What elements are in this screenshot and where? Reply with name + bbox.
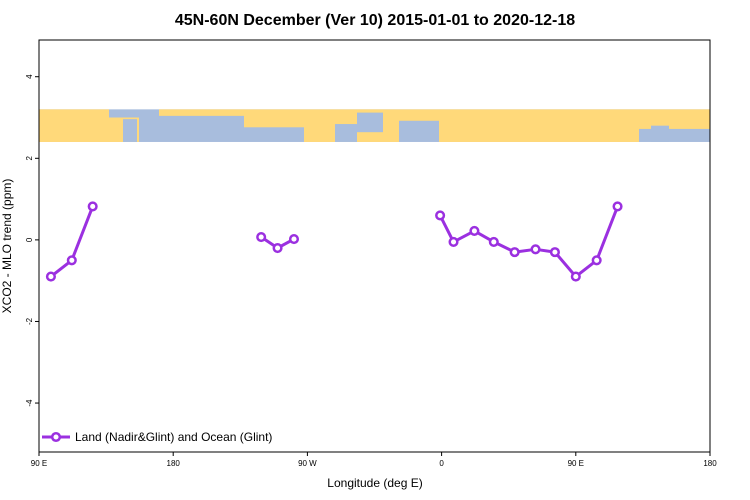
data-point xyxy=(45,271,56,282)
y-tick-label: 0 xyxy=(25,237,34,242)
data-point xyxy=(612,201,623,212)
data-point xyxy=(448,236,459,247)
x-tick-label: 0 xyxy=(439,459,444,468)
data-point xyxy=(435,210,446,221)
x-axis-label: Longitude (deg E) xyxy=(327,476,422,490)
map-land xyxy=(39,109,109,142)
y-tick-label: 2 xyxy=(25,156,34,161)
plot-border xyxy=(38,39,711,453)
data-point xyxy=(509,247,520,258)
map-ocean xyxy=(651,125,669,142)
map-land xyxy=(159,109,244,116)
data-point xyxy=(87,201,98,212)
map-ocean xyxy=(357,112,383,133)
data-point xyxy=(549,247,560,258)
legend-label: Land (Nadir&Glint) and Ocean (Glint) xyxy=(75,430,272,444)
map-land xyxy=(639,109,710,129)
x-tick-label: 90 W xyxy=(298,459,317,468)
map-land xyxy=(399,109,439,121)
series-lines xyxy=(49,205,619,279)
data-point xyxy=(256,231,267,243)
data-point xyxy=(469,225,480,236)
chart-title: 45N-60N December (Ver 10) 2015-01-01 to … xyxy=(175,12,575,29)
y-tick-label: 4 xyxy=(25,74,34,79)
plot-frame xyxy=(38,39,711,453)
y-tick-label: -2 xyxy=(25,317,34,325)
map-ocean xyxy=(335,124,357,142)
map-band xyxy=(39,109,710,142)
legend-marker xyxy=(50,431,62,443)
x-tick-label: 90 E xyxy=(568,459,584,468)
x-axis: 90 E 180 90 W 0 90 E 180 xyxy=(31,452,717,468)
map-ocean xyxy=(123,119,137,142)
series-points xyxy=(45,201,623,282)
data-point xyxy=(66,255,77,266)
data-point xyxy=(488,236,499,247)
map-land xyxy=(439,109,639,142)
legend: Land (Nadir&Glint) and Ocean (Glint) xyxy=(42,430,272,444)
y-tick-label: -4 xyxy=(25,399,34,407)
data-point xyxy=(272,242,283,254)
series-line xyxy=(438,205,619,279)
x-tick-label: 90 E xyxy=(31,459,47,468)
y-axis-label: XCO2 - MLO trend (ppm) xyxy=(0,179,14,314)
y-axis: -4 -2 0 2 4 xyxy=(25,74,39,407)
data-point xyxy=(591,255,602,266)
x-tick-label: 180 xyxy=(703,459,717,468)
series-line xyxy=(49,205,95,278)
data-point xyxy=(530,244,541,255)
data-point xyxy=(570,271,581,282)
data-point xyxy=(288,234,300,245)
map-land xyxy=(244,109,304,128)
x-tick-label: 180 xyxy=(167,459,181,468)
